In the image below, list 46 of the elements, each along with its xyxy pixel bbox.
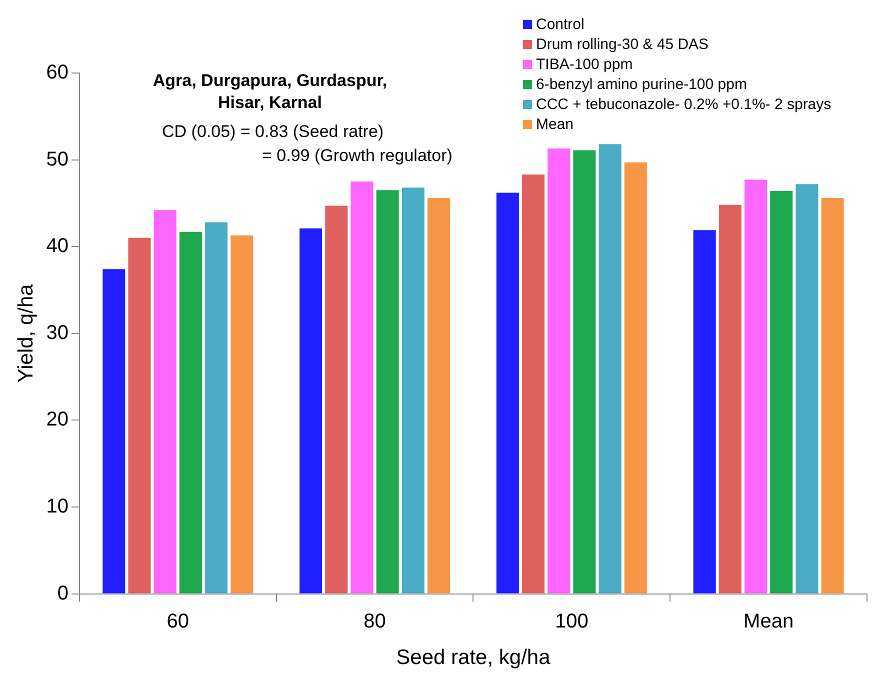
legend-label: 6-benzyl amino purine-100 ppm (535, 75, 748, 95)
bar (770, 191, 793, 594)
y-tick-label: 20 (46, 408, 68, 431)
x-tick-label: 100 (554, 610, 588, 632)
y-tick-label: 60 (46, 62, 68, 84)
text: Agra, Durgapura, Gurdaspur, Hisar, Karnal (152, 70, 388, 114)
y-tick-label: 10 (46, 496, 68, 518)
bar (325, 206, 348, 594)
legend-label: Control (535, 15, 586, 35)
y-tick-label: 30 (46, 322, 68, 344)
annotation: = 0.99 (Growth regulator) (261, 145, 452, 167)
y-tick-label: 0 (57, 582, 68, 604)
bar (128, 238, 151, 594)
y-tick-label: 50 (46, 148, 68, 170)
bar (179, 232, 202, 594)
bar (624, 162, 647, 594)
bar (573, 150, 596, 594)
bar (230, 235, 254, 594)
y-tick-label: 40 (46, 235, 68, 258)
legend-label: CCC + tebuconazole- 0.2% +0.1%- 2 sprays (535, 95, 832, 115)
x-tick-label: Mean (744, 610, 794, 632)
x-tick-label: 60 (166, 610, 190, 632)
bar (744, 180, 768, 594)
bar (796, 184, 818, 594)
y-axis-title: Yield, q/ha (14, 284, 38, 383)
annotation: CD (0.05) = 0.83 (Seed ratre) (162, 121, 385, 143)
legend-label: TIBA-100 ppm (535, 55, 634, 75)
bar (402, 188, 424, 594)
x-axis-title: Seed rate, kg/ha (396, 646, 551, 670)
bar (300, 228, 322, 594)
legend-label: Drum rolling-30 & 45 DAS (535, 35, 710, 55)
bar (598, 144, 622, 594)
bar (205, 222, 228, 594)
x-tick-label: 80 (364, 610, 386, 632)
bar (428, 198, 450, 594)
bar (821, 198, 844, 594)
bar (548, 148, 570, 594)
bar (154, 210, 176, 594)
bar (376, 190, 399, 594)
bar (522, 174, 545, 594)
bar (693, 230, 716, 594)
bar (102, 269, 126, 594)
bar (350, 182, 374, 594)
bar (496, 192, 519, 594)
bar (718, 204, 742, 594)
legend-label: Mean (535, 115, 575, 135)
